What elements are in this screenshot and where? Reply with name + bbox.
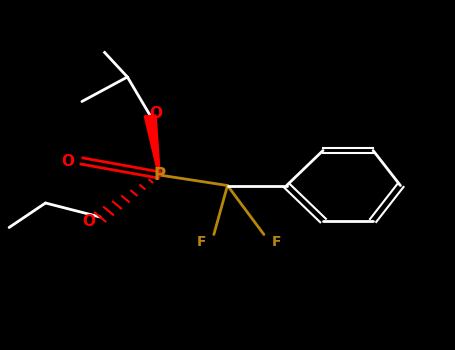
Text: F: F [197,235,206,249]
Text: O: O [149,106,162,121]
Text: O: O [62,154,75,168]
Text: P: P [153,166,165,184]
Text: F: F [272,235,281,249]
Polygon shape [144,115,160,175]
Text: O: O [82,214,95,229]
